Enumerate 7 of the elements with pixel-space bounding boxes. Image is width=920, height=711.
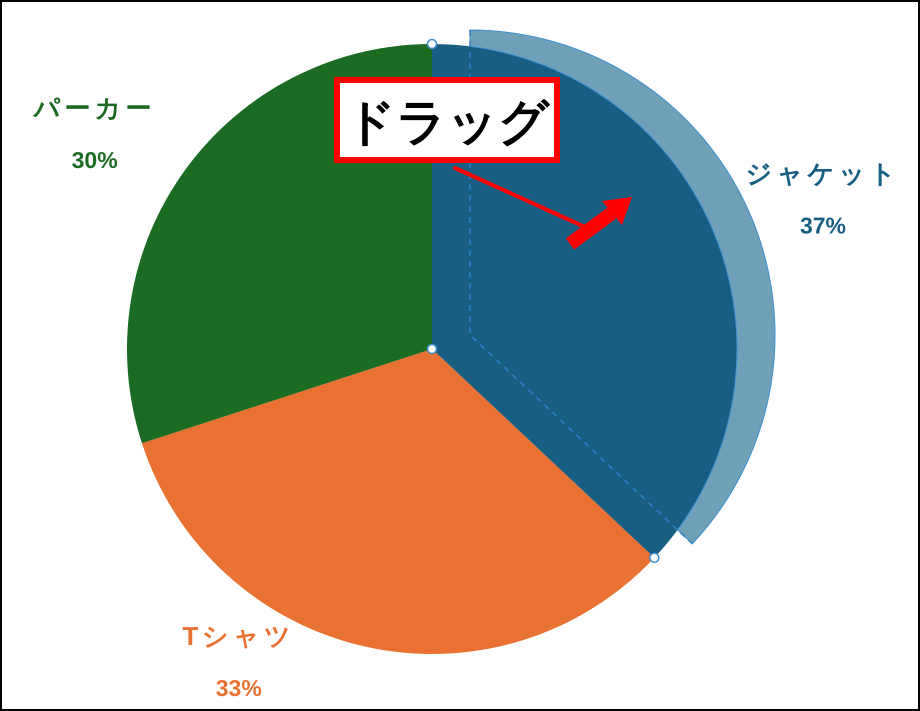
- data-label: 33%: [216, 675, 262, 702]
- data-label: 30%: [72, 147, 118, 174]
- slice-label: ジャケット: [746, 158, 901, 188]
- annotation: ドラッグ: [334, 77, 560, 163]
- slice-label: パーカー: [32, 93, 156, 124]
- slice-label: Tシャツ: [182, 621, 296, 652]
- data-label: 37%: [800, 212, 846, 238]
